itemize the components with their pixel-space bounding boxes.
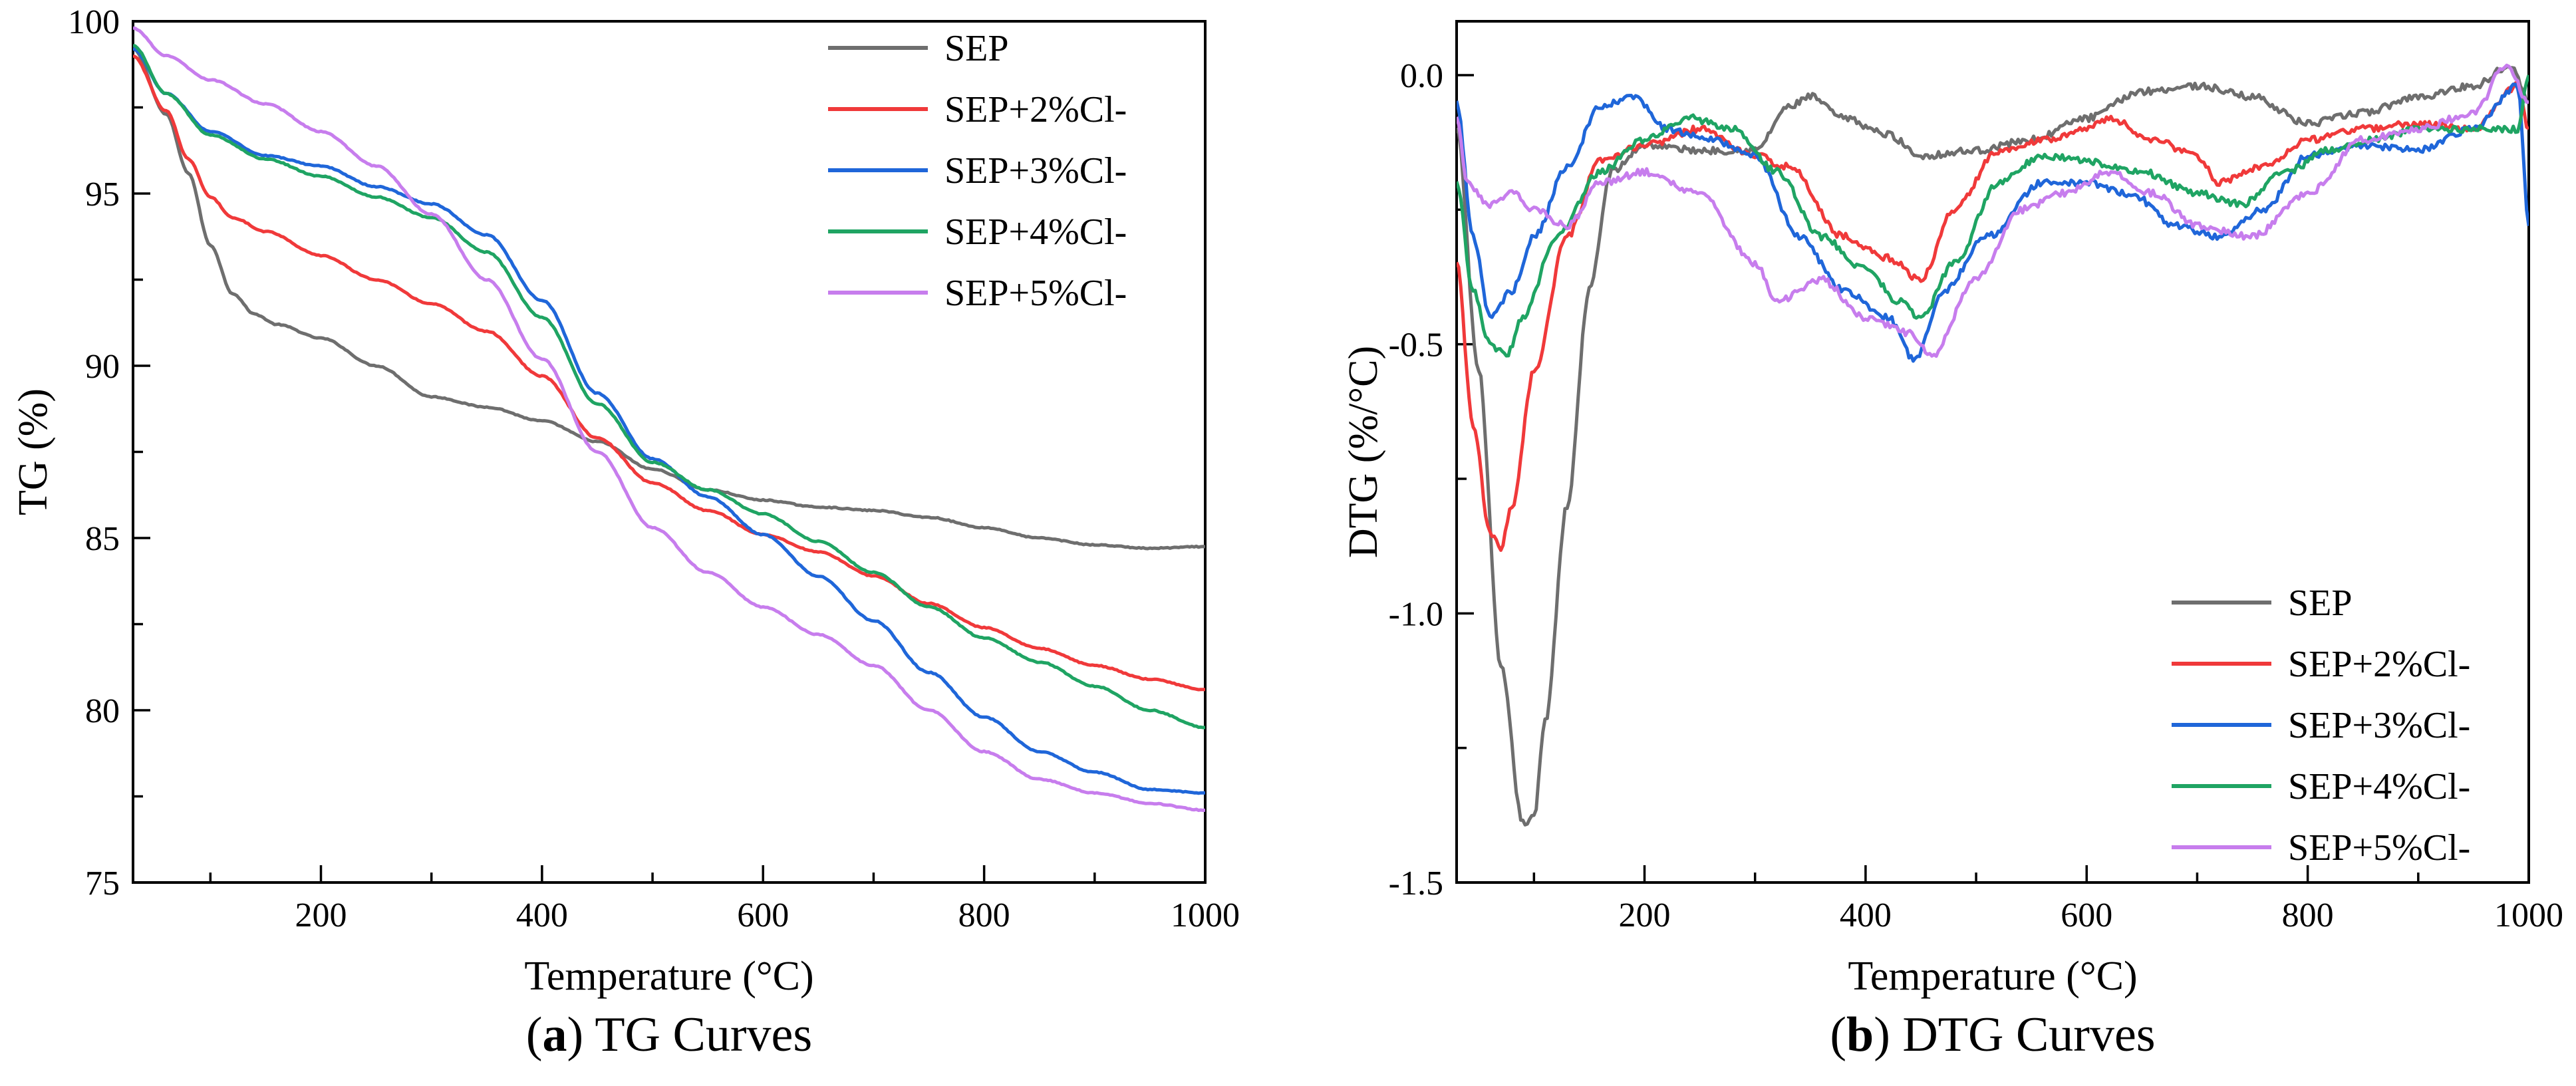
panel-caption: (a) TG Curves xyxy=(526,1008,812,1062)
caption-paren-close: ) xyxy=(1874,1008,1902,1062)
y-tick-label: 85 xyxy=(85,520,120,558)
series-line-sep-2-cl xyxy=(133,54,1205,692)
legend-label: SEP xyxy=(2288,583,2353,624)
legend-label: SEP xyxy=(944,28,1009,69)
legend-label: SEP+2%Cl- xyxy=(2288,644,2470,685)
caption-title: DTG Curves xyxy=(1902,1008,2155,1062)
y-axis-title: TG (%) xyxy=(11,388,56,515)
series-line-sep-5-cl xyxy=(133,26,1205,812)
x-tick-label: 400 xyxy=(1840,896,1892,934)
x-tick-label: 1000 xyxy=(1171,896,1240,934)
caption-paren-open: ( xyxy=(1830,1008,1846,1062)
series-line-sep-4-cl xyxy=(133,43,1205,730)
x-tick-label: 600 xyxy=(2061,896,2112,934)
legend-label: SEP+5%Cl- xyxy=(2288,827,2470,869)
y-tick-label: 90 xyxy=(85,348,120,386)
x-tick-label: 800 xyxy=(958,896,1010,934)
x-tick-label: 200 xyxy=(1619,896,1671,934)
caption-paren-close: ) xyxy=(567,1008,595,1062)
x-tick-label: 800 xyxy=(2282,896,2334,934)
legend-label: SEP+3%Cl- xyxy=(944,150,1127,192)
x-tick-label: 200 xyxy=(295,896,347,934)
legend-label: SEP+4%Cl- xyxy=(2288,766,2470,807)
y-tick-label: 95 xyxy=(85,176,120,213)
y-tick-label: -0.5 xyxy=(1389,327,1443,364)
panel-letter: a xyxy=(543,1008,567,1062)
tg-panel: 200 400 600 800 1000 75 80 85 90 95 100 Temperature… xyxy=(11,3,1240,1062)
series-line-sep-5-cl xyxy=(1457,63,2529,358)
x-tick-label: 1000 xyxy=(2494,896,2563,934)
y-axis-title: DTG (%/°C) xyxy=(1341,346,1386,558)
y-tick-label: 80 xyxy=(85,692,120,730)
y-tick-label: 0.0 xyxy=(1400,57,1443,95)
y-tick-label: -1.5 xyxy=(1389,865,1443,902)
x-axis-title: Temperature (°C) xyxy=(1848,954,2137,999)
panel-caption: (b) DTG Curves xyxy=(1830,1008,2155,1062)
y-tick-label: 100 xyxy=(68,3,120,41)
legend-label: SEP+3%Cl- xyxy=(2288,705,2470,746)
legend-label: SEP+4%Cl- xyxy=(944,211,1127,253)
caption-title: TG Curves xyxy=(595,1008,812,1062)
plot-frame xyxy=(1455,20,2530,884)
panel-letter: b xyxy=(1846,1008,1874,1062)
y-tick-label: -1.0 xyxy=(1389,595,1443,633)
x-tick-label: 400 xyxy=(516,896,568,934)
legend-label: SEP+2%Cl- xyxy=(944,89,1127,130)
legend-label: SEP+5%Cl- xyxy=(944,273,1127,314)
series-line-sep-2-cl xyxy=(1457,81,2529,552)
x-tick-label: 600 xyxy=(737,896,789,934)
series-line-sep xyxy=(1457,64,2529,827)
caption-paren-open: ( xyxy=(526,1008,543,1062)
dtg-panel: 200 400 600 800 1000 -1.5 -1.0 -0.5 0.0 Temperatu… xyxy=(1341,20,2563,1062)
y-tick-label: 75 xyxy=(85,865,120,902)
series-line-sep-4-cl xyxy=(1457,74,2529,358)
x-axis-title: Temperature (°C) xyxy=(524,954,813,999)
series-line-sep xyxy=(133,47,1205,551)
